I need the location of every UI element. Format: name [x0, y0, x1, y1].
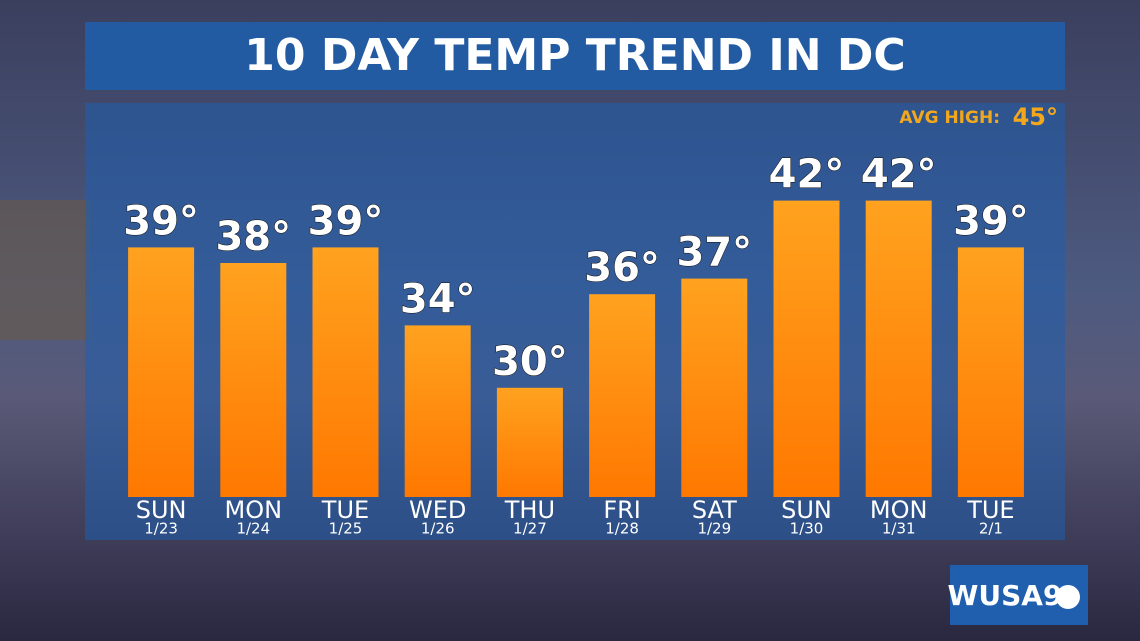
date-label: 1/29 — [697, 520, 731, 538]
x-tick-label: TUE — [966, 496, 1014, 524]
logo: WUSA9 — [948, 579, 1063, 612]
chart-title: 10 DAY TEMP TREND IN DC — [244, 30, 905, 81]
bar — [681, 278, 748, 497]
value-label: 34° — [400, 276, 476, 322]
bar — [589, 294, 656, 497]
bar — [865, 200, 932, 497]
bar — [128, 247, 195, 497]
value-label: 42° — [769, 152, 845, 198]
date-label: 1/24 — [236, 520, 270, 538]
bar — [404, 325, 471, 497]
x-tick-label: FRI — [603, 496, 641, 524]
x-tick-label: SUN — [136, 496, 187, 524]
bar — [773, 200, 840, 497]
date-label: 1/31 — [882, 520, 916, 538]
x-tick-label: MON — [870, 496, 928, 524]
value-label: 36° — [584, 245, 660, 291]
x-tick-label: THU — [504, 496, 555, 524]
x-tick-label: SUN — [781, 496, 832, 524]
x-tick-label: MON — [225, 496, 283, 524]
value-label: 42° — [861, 152, 937, 198]
value-label: 39° — [123, 198, 199, 244]
date-label: 1/28 — [605, 520, 639, 538]
bar — [220, 263, 287, 497]
value-label: 38° — [215, 214, 291, 260]
date-label: 1/23 — [144, 520, 178, 538]
annotation-label: AVG HIGH: — [899, 108, 1000, 128]
bar — [312, 247, 379, 497]
x-tick-label: WED — [409, 496, 466, 524]
date-label: 2/1 — [979, 520, 1003, 538]
annotation-value: 45° — [1013, 103, 1058, 131]
date-label: 1/30 — [790, 520, 824, 538]
value-label: 39° — [953, 198, 1029, 244]
title-banner — [85, 22, 1065, 90]
bar — [957, 247, 1024, 497]
logo-eye — [1056, 585, 1080, 609]
x-tick-label: SAT — [692, 496, 737, 524]
building — [0, 200, 90, 340]
x-tick-label: TUE — [321, 496, 369, 524]
date-label: 1/27 — [513, 520, 547, 538]
date-label: 1/25 — [329, 520, 363, 538]
value-label: 37° — [676, 230, 752, 276]
value-label: 30° — [492, 339, 568, 385]
bar — [496, 387, 563, 497]
value-label: 39° — [308, 198, 384, 244]
date-label: 1/26 — [421, 520, 455, 538]
